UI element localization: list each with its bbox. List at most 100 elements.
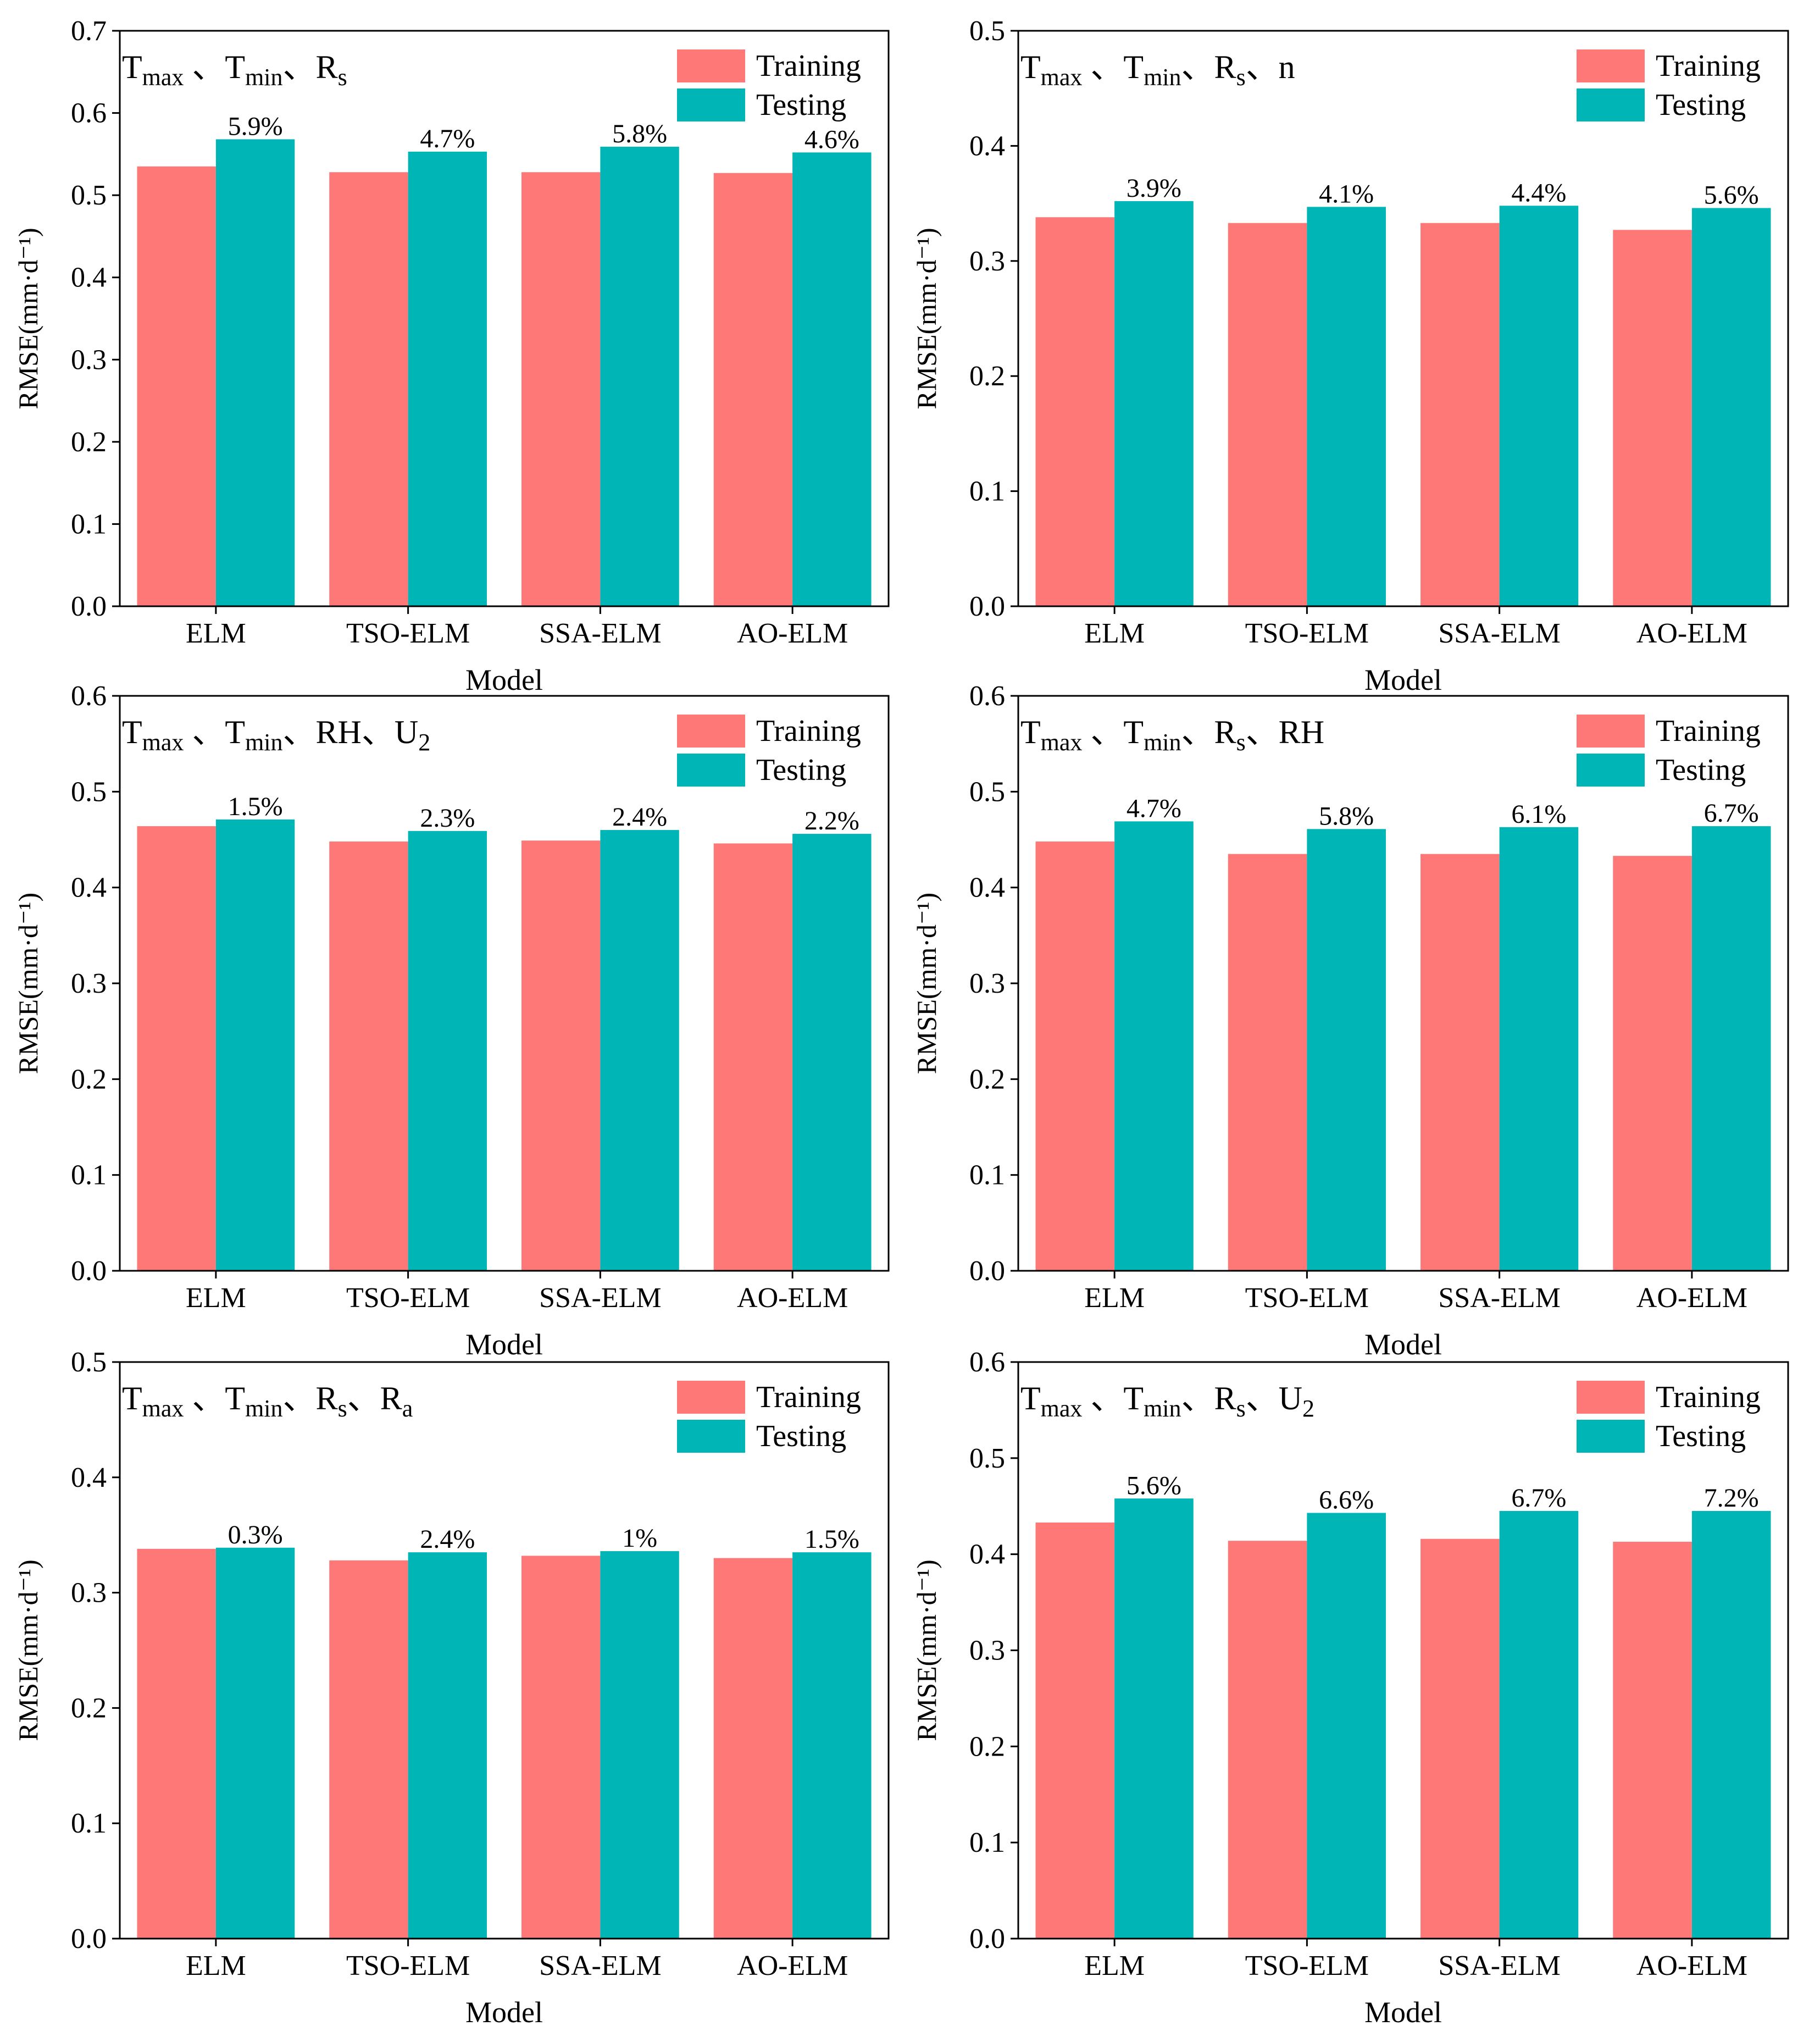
data-label: 2.4% bbox=[612, 802, 667, 832]
bar-training-ssa-elm bbox=[1421, 854, 1500, 1271]
y-axis-title: RMSE(mm·d⁻¹) bbox=[13, 893, 43, 1074]
y-tick-label: 0.4 bbox=[71, 1462, 107, 1493]
y-tick-label: 0.3 bbox=[71, 344, 107, 375]
legend-label-testing: Testing bbox=[756, 753, 846, 787]
title-segment: 、R bbox=[1181, 49, 1236, 85]
legend-swatch-testing bbox=[1577, 88, 1645, 121]
plot-frame bbox=[1017, 30, 1789, 607]
y-axis-title: RMSE(mm·d⁻¹) bbox=[13, 1559, 43, 1741]
y-tick-label: 0.5 bbox=[969, 776, 1005, 807]
title-subscript: max bbox=[142, 1395, 184, 1422]
x-axis-title: Model bbox=[465, 1996, 543, 2029]
x-tick-label: SSA-ELM bbox=[1438, 1950, 1560, 1981]
bar-training-ao-elm bbox=[713, 843, 793, 1271]
x-tick-label: SSA-ELM bbox=[539, 1950, 661, 1981]
bar-testing-tso-elm bbox=[1307, 829, 1386, 1271]
legend-swatch-testing bbox=[677, 88, 745, 121]
data-label: 1.5% bbox=[804, 1525, 859, 1554]
data-label: 7.2% bbox=[1704, 1484, 1759, 1513]
bar-testing-ao-elm bbox=[792, 834, 872, 1271]
data-label: 4.6% bbox=[804, 125, 859, 154]
title-segment: 、T bbox=[1082, 714, 1144, 750]
title-segment: T bbox=[122, 714, 142, 750]
y-tick-label: 0.6 bbox=[969, 1347, 1005, 1378]
y-tick-label: 0.0 bbox=[969, 1923, 1005, 1955]
title-subscript: s bbox=[338, 1395, 347, 1422]
bar-testing-ao-elm bbox=[1691, 1510, 1771, 1939]
panel-title: Tmax 、Tmin、Rs、n bbox=[1020, 49, 1295, 91]
title-segment: 、R bbox=[1181, 714, 1236, 750]
x-tick-label: TSO-ELM bbox=[1245, 1950, 1369, 1981]
data-label: 4.1% bbox=[1319, 179, 1374, 208]
bar-training-ao-elm bbox=[713, 1558, 793, 1939]
y-axis-title: RMSE(mm·d⁻¹) bbox=[911, 893, 942, 1074]
bar-training-tso-elm bbox=[329, 172, 408, 607]
bar-testing-elm bbox=[1114, 201, 1194, 606]
data-label: 6.7% bbox=[1704, 799, 1759, 828]
bar-testing-tso-elm bbox=[408, 1552, 487, 1939]
bar-training-ao-elm bbox=[1613, 856, 1692, 1271]
legend-swatch-training bbox=[677, 1381, 745, 1414]
title-subscript: max bbox=[142, 64, 184, 91]
x-axis-title: Model bbox=[1364, 1996, 1442, 2029]
bar-testing-ssa-elm bbox=[600, 146, 679, 606]
data-label: 5.6% bbox=[1704, 180, 1759, 209]
x-tick-label: AO-ELM bbox=[1636, 1950, 1747, 1981]
data-label: 6.7% bbox=[1511, 1484, 1566, 1513]
title-segment: 、R bbox=[283, 49, 338, 85]
y-axis-title: RMSE(mm·d⁻¹) bbox=[911, 228, 942, 409]
x-tick-label: AO-ELM bbox=[737, 1282, 848, 1314]
data-label: 5.8% bbox=[1319, 801, 1374, 831]
chart-panel-4: 4.7% ELM 5.8% TSO-ELM 6.1% SSA-ELM 6.7% AO-ELM 0… bbox=[911, 680, 1789, 1361]
y-tick-label: 0.2 bbox=[969, 1731, 1005, 1762]
y-tick-label: 0.1 bbox=[71, 1808, 107, 1839]
y-tick-label: 0.5 bbox=[71, 1347, 107, 1378]
x-tick-label: ELM bbox=[1084, 618, 1145, 649]
legend-label-training: Training bbox=[1656, 714, 1761, 748]
bar-training-elm bbox=[137, 1548, 216, 1939]
bar-testing-ssa-elm bbox=[600, 830, 679, 1271]
x-axis-title: Model bbox=[1364, 1328, 1442, 1361]
y-tick-label: 0.0 bbox=[71, 591, 107, 622]
legend-swatch-testing bbox=[1577, 1420, 1645, 1453]
y-tick-label: 0.1 bbox=[969, 476, 1005, 507]
bar-testing-elm bbox=[1114, 821, 1194, 1271]
title-segment: 、R bbox=[347, 1380, 402, 1416]
title-segment: 、T bbox=[184, 1380, 245, 1416]
x-axis-title: Model bbox=[465, 1328, 543, 1361]
data-label: 4.4% bbox=[1511, 178, 1566, 207]
plot-frame bbox=[119, 1361, 890, 1940]
data-label: 5.8% bbox=[612, 119, 667, 148]
bar-training-elm bbox=[137, 826, 216, 1271]
title-subscript: min bbox=[245, 64, 282, 91]
title-segment: T bbox=[1020, 49, 1041, 85]
y-tick-label: 0.2 bbox=[969, 361, 1005, 392]
y-tick-label: 0.1 bbox=[71, 1160, 107, 1191]
y-tick-label: 0.5 bbox=[71, 180, 107, 211]
title-subscript: 2 bbox=[1302, 1395, 1314, 1422]
bar-training-tso-elm bbox=[329, 1560, 408, 1939]
y-tick-label: 0.2 bbox=[969, 1064, 1005, 1095]
bar-training-ao-elm bbox=[713, 173, 793, 607]
bar-testing-tso-elm bbox=[408, 831, 487, 1271]
y-tick-label: 0.0 bbox=[71, 1923, 107, 1955]
y-tick-label: 0.3 bbox=[969, 1635, 1005, 1667]
panel-title: Tmax 、Tmin、Rs、U2 bbox=[1020, 1380, 1314, 1422]
y-tick-label: 0.0 bbox=[969, 1255, 1005, 1287]
y-tick-label: 0.3 bbox=[71, 968, 107, 999]
y-tick-label: 0.4 bbox=[71, 262, 107, 294]
x-tick-label: ELM bbox=[1084, 1950, 1145, 1981]
title-segment: 、T bbox=[184, 49, 245, 85]
y-tick-label: 0.3 bbox=[969, 246, 1005, 277]
title-segment: 、RH bbox=[1246, 714, 1324, 750]
bar-training-ao-elm bbox=[1613, 1541, 1692, 1939]
y-tick-label: 0.5 bbox=[969, 1443, 1005, 1474]
chart-panel-6: 5.6% ELM 6.6% TSO-ELM 6.7% SSA-ELM 7.2% AO-ELM 0… bbox=[911, 1347, 1789, 2029]
legend-label-training: Training bbox=[1656, 1380, 1761, 1414]
legend-swatch-training bbox=[1577, 49, 1645, 82]
legend-label-training: Training bbox=[756, 49, 861, 83]
data-label: 4.7% bbox=[1127, 794, 1181, 823]
y-tick-label: 0.6 bbox=[71, 680, 107, 712]
legend-swatch-training bbox=[1577, 1381, 1645, 1414]
bar-testing-ao-elm bbox=[792, 152, 872, 606]
